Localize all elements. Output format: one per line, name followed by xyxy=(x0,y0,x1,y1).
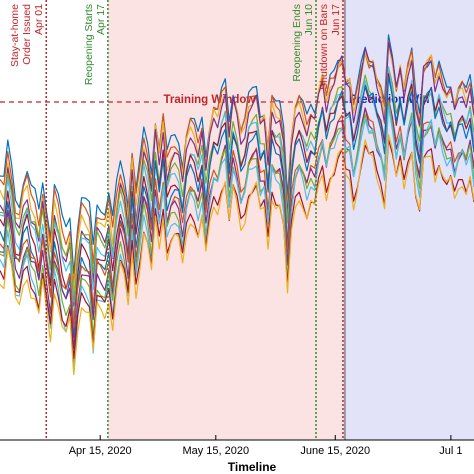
x-axis: Apr 15, 2020 May 15, 2020 June 15, 2020 Jul… xyxy=(0,435,474,457)
regions-layer: Training Window Prediction Win xyxy=(0,0,474,440)
series-line-9 xyxy=(0,97,474,349)
series-line-8 xyxy=(0,103,474,329)
series-layer xyxy=(0,34,474,376)
x-axis-label: Timeline xyxy=(228,460,277,474)
series-line-4 xyxy=(0,66,474,303)
event-label-0-0: Stay-at-home xyxy=(9,4,21,67)
event-label-2-0: Reopening Ends xyxy=(291,4,303,82)
x-tick-label-1: May 15, 2020 xyxy=(182,445,249,457)
events-layer: Stay-at-home Order Issued Apr 01 Reopening … xyxy=(9,0,344,440)
x-tick-label-0: Apr 15, 2020 xyxy=(69,445,132,457)
event-label-3-0: Shutdown on Bars xyxy=(318,4,330,90)
event-label-2-1: Jun 10 xyxy=(303,4,315,36)
event-label-1-0: Reopening Starts xyxy=(83,4,95,85)
event-label-3-1: Jun 17 xyxy=(330,4,342,36)
series-line-7 xyxy=(0,76,474,338)
x-tick-label-2: June 15, 2020 xyxy=(300,445,370,457)
event-label-1-1: Apr 17 xyxy=(95,4,107,35)
event-label-0-1: Order Issued xyxy=(21,4,33,65)
series-line-13 xyxy=(0,133,474,376)
region-label-0: Training Window xyxy=(163,94,255,106)
event-label-0-2: Apr 01 xyxy=(33,4,45,35)
x-tick-label-3: Jul 1 xyxy=(439,445,462,457)
